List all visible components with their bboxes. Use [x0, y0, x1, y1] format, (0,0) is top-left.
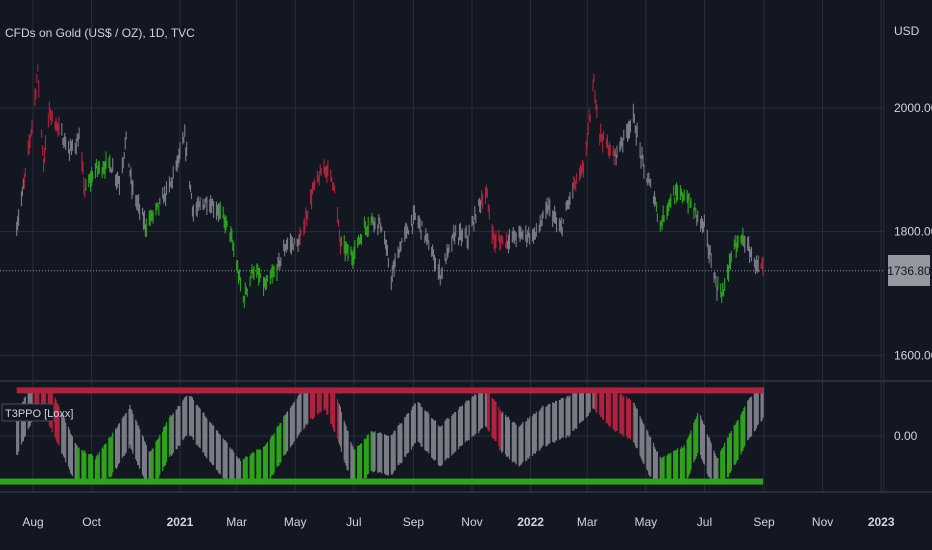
- indicator-zero-label: 0.00: [894, 429, 918, 443]
- time-axis-label: Nov: [461, 515, 482, 529]
- lower-band: [0, 478, 764, 485]
- indicator-title: T3PPO [Loxx]: [5, 408, 73, 420]
- indicator-legend-bg: [1, 403, 55, 422]
- upper-band: [16, 387, 764, 394]
- price-bars: [16, 64, 764, 308]
- grid-lines: [0, 0, 884, 492]
- time-axis-label: Sep: [403, 515, 425, 529]
- price-axis-ticks: 2000.00 1800.00 1600.00: [894, 101, 932, 362]
- time-axis-label: Nov: [812, 515, 833, 529]
- axes: [0, 0, 932, 493]
- time-axis-label: Mar: [577, 515, 598, 529]
- last-price-label: 1736.80: [887, 264, 931, 278]
- time-axis-label: 2023: [868, 515, 895, 529]
- symbol-title: CFDs on Gold (US$ / OZ), 1D, TVC: [5, 26, 195, 40]
- time-axis-label: May: [635, 515, 658, 529]
- price-tick-label: 2000.00: [894, 101, 932, 115]
- time-axis-label: 2022: [517, 515, 544, 529]
- time-axis-label: 2021: [167, 515, 194, 529]
- time-axis-label: Oct: [82, 515, 101, 529]
- t3ppo-histogram: [0, 387, 764, 485]
- time-axis-label: Jul: [346, 515, 361, 529]
- currency-label: USD: [894, 24, 920, 38]
- last-price-badge-bg: [888, 255, 930, 286]
- time-axis-labels: Aug Oct 2021 Mar May Jul Sep Nov 2022 Mar May Jul Se…: [22, 515, 895, 529]
- time-axis-label: Sep: [753, 515, 775, 529]
- price-tick-label: 1600.00: [894, 348, 932, 362]
- price-tick-label: 1800.00: [894, 225, 932, 239]
- indicator-legend[interactable]: T3PPO [Loxx]: [1, 403, 73, 422]
- last-price-badge: 1736.80: [887, 255, 931, 286]
- time-axis-label: Jul: [697, 515, 712, 529]
- time-axis-label: Aug: [22, 515, 43, 529]
- time-axis-label: May: [284, 515, 307, 529]
- time-axis-label: Mar: [226, 515, 247, 529]
